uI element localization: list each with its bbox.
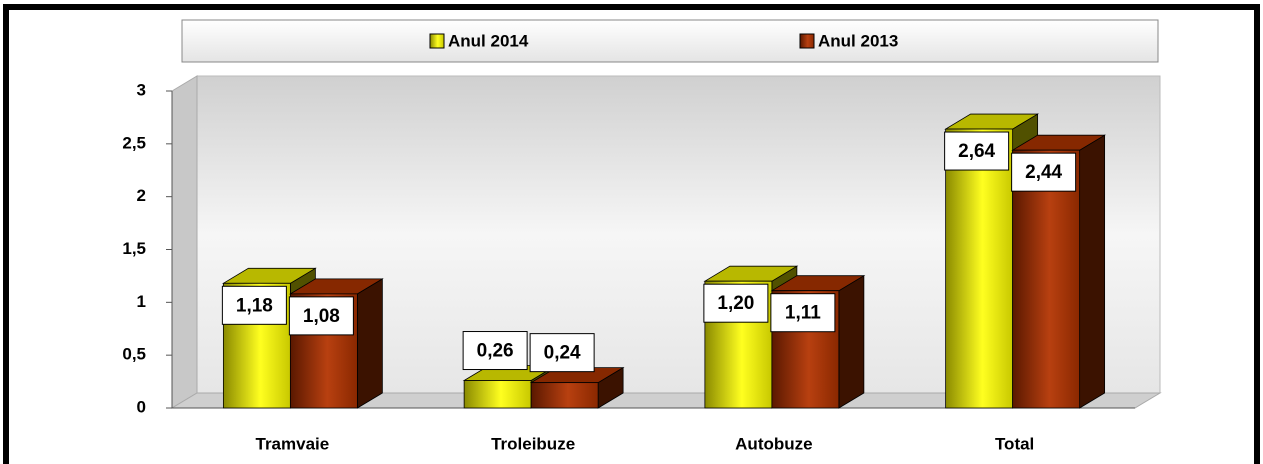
legend-box bbox=[181, 19, 1159, 63]
data-label: 0,24 bbox=[544, 343, 581, 364]
data-label: 1,18 bbox=[236, 295, 273, 316]
data-label-box bbox=[944, 131, 1010, 171]
x-tick-label: Total bbox=[995, 434, 1034, 453]
data-label: 0,26 bbox=[477, 341, 514, 362]
bar bbox=[1012, 149, 1081, 409]
y-tick-label: 1 bbox=[137, 292, 146, 311]
legend-label: Anul 2014 bbox=[448, 31, 529, 50]
bar-side bbox=[1079, 134, 1106, 409]
bar-side bbox=[356, 278, 383, 409]
side-wall bbox=[171, 75, 198, 409]
data-label-box bbox=[703, 283, 769, 323]
legend-swatch bbox=[799, 33, 815, 49]
y-tick-label: 2,5 bbox=[122, 133, 146, 152]
data-label-box bbox=[1011, 152, 1077, 192]
data-label: 2,44 bbox=[1025, 162, 1062, 183]
y-tick-label: 2 bbox=[137, 186, 146, 205]
x-tick-label: Autobuze bbox=[735, 434, 812, 453]
bar bbox=[463, 380, 532, 409]
frame-right bbox=[1254, 4, 1260, 464]
data-label: 2,64 bbox=[958, 141, 995, 162]
frame-top bbox=[3, 4, 1260, 10]
data-label: 1,08 bbox=[303, 306, 340, 327]
x-tick-label: Tramvaie bbox=[256, 434, 330, 453]
bar-side bbox=[838, 275, 865, 409]
y-tick-label: 0,5 bbox=[122, 345, 146, 364]
data-label-box bbox=[770, 293, 836, 333]
legend-label: Anul 2013 bbox=[818, 31, 898, 50]
y-tick-label: 0 bbox=[137, 397, 146, 416]
x-tick-label: Troleibuze bbox=[491, 434, 575, 453]
data-label-box bbox=[462, 331, 528, 371]
data-label-box bbox=[288, 296, 354, 336]
y-tick-label: 3 bbox=[137, 80, 146, 99]
frame-left bbox=[3, 4, 9, 464]
data-label-box bbox=[221, 285, 287, 325]
y-tick-label: 1,5 bbox=[122, 239, 146, 258]
legend-swatch bbox=[429, 33, 445, 49]
data-label: 1,20 bbox=[717, 293, 754, 314]
bar bbox=[530, 382, 599, 409]
bar bbox=[945, 128, 1014, 409]
data-label-box bbox=[529, 333, 595, 373]
data-label: 1,11 bbox=[785, 303, 821, 324]
